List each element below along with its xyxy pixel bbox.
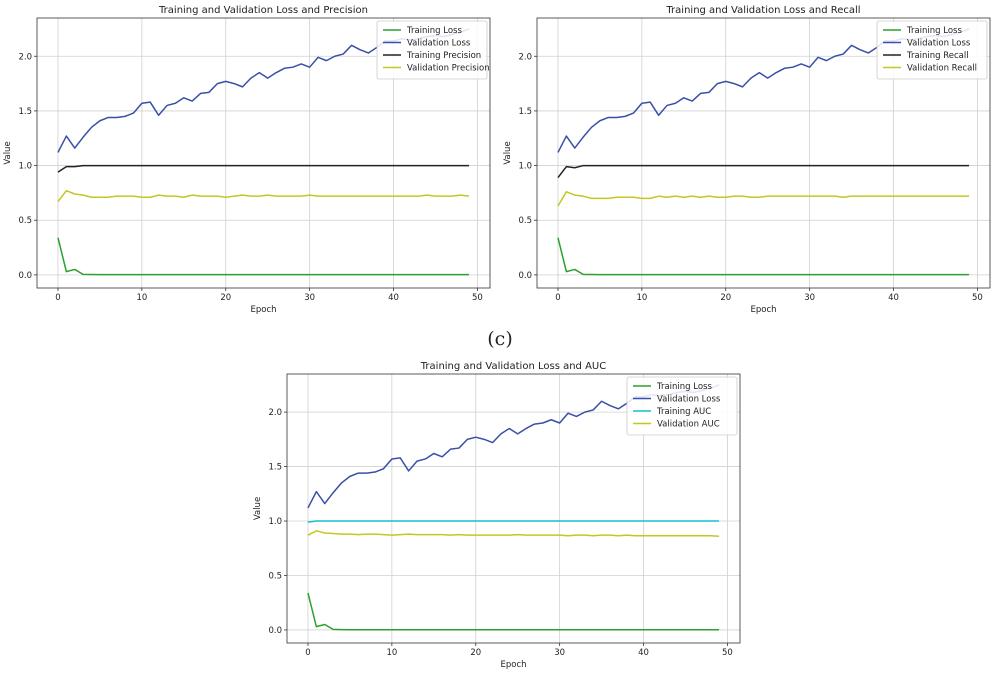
y-tick-label: 1.5: [518, 107, 532, 117]
chart-panel-recall: Training and Validation Loss and Recall 0…: [500, 0, 1000, 320]
series-line-training-recall: [557, 164, 970, 179]
plot-frame: [36, 17, 491, 289]
y-axis-label: Value: [253, 497, 263, 520]
series-line-training-loss: [57, 237, 470, 276]
legend-label: Validation Loss: [907, 39, 971, 49]
y-tick-label: 1.5: [18, 107, 32, 117]
series-line-validation-recall: [557, 191, 970, 207]
plot-frame: [536, 17, 991, 289]
chart-auc: Training and Validation Loss and AUC 0 10 2…: [253, 361, 741, 670]
legend-label: Validation AUC: [657, 420, 720, 430]
chart-title: Training and Validation Loss and Recall: [665, 5, 860, 16]
legend: Training Loss Validation Loss Training Rec…: [876, 20, 988, 80]
legend-label: Training Recall: [906, 51, 969, 61]
x-axis-label: Epoch: [500, 660, 526, 670]
x-tick-label: 0: [305, 648, 310, 658]
chart-recall: Training and Validation Loss and Recall 0…: [503, 5, 991, 315]
y-tick-label: 0.0: [518, 271, 532, 281]
y-tick-label: 0.0: [268, 626, 282, 636]
x-axis-label: Epoch: [250, 305, 276, 315]
series-line-validation-auc: [307, 530, 720, 538]
x-tick-label: 20: [220, 293, 231, 303]
legend-box: [376, 20, 488, 80]
x-tick-label: 10: [386, 648, 397, 658]
y-axis-label: Value: [3, 141, 13, 164]
chart-panel-auc: Training and Validation Loss and AUC 0 10 2…: [250, 356, 750, 675]
y-tick-label: 2.0: [18, 52, 32, 62]
chart-panel-precision: Training and Validation Loss and Precisi…: [0, 0, 500, 320]
y-tick-label: 0.0: [18, 271, 32, 281]
x-tick-label: 30: [554, 648, 565, 658]
x-tick-label: 10: [136, 293, 147, 303]
series-line-validation-precision: [57, 189, 470, 203]
x-tick-label: 10: [636, 293, 647, 303]
series-line-training-loss: [307, 592, 720, 631]
y-axis-label: Value: [503, 141, 513, 164]
chart-title: Training and Validation Loss and Precisi…: [158, 5, 368, 16]
series-line-training-precision: [57, 164, 470, 173]
x-axis-label: Epoch: [750, 305, 776, 315]
x-tick-label: 40: [638, 648, 649, 658]
x-tick-label: 20: [720, 293, 731, 303]
legend-label: Training Loss: [406, 26, 462, 36]
legend-label: Training Loss: [906, 26, 962, 36]
y-tick-label: 1.0: [268, 517, 282, 527]
x-tick-label: 50: [722, 648, 733, 658]
figure-caption: (c): [487, 328, 513, 350]
legend-box: [876, 20, 988, 80]
legend-label: Validation Loss: [657, 395, 721, 405]
plot-frame: [286, 373, 741, 644]
x-tick-label: 30: [804, 293, 815, 303]
x-tick-label: 50: [972, 293, 983, 303]
y-tick-label: 0.5: [268, 571, 282, 581]
legend-label: Validation Precision: [407, 64, 490, 74]
x-tick-label: 40: [388, 293, 399, 303]
chart-precision: Training and Validation Loss and Precisi…: [3, 5, 491, 315]
x-tick-label: 40: [888, 293, 899, 303]
series-line-training-auc: [307, 520, 720, 523]
legend-label: Training AUC: [656, 407, 711, 417]
series-line-training-loss: [557, 237, 970, 276]
legend-label: Training Loss: [656, 382, 712, 392]
legend-box: [626, 376, 738, 436]
legend-label: Validation Loss: [407, 39, 471, 49]
x-tick-label: 30: [304, 293, 315, 303]
y-tick-label: 1.0: [18, 162, 32, 172]
x-tick-label: 0: [555, 293, 560, 303]
y-tick-label: 1.0: [518, 162, 532, 172]
x-tick-label: 20: [470, 648, 481, 658]
y-tick-label: 2.0: [518, 52, 532, 62]
y-tick-label: 0.5: [518, 216, 532, 226]
chart-title: Training and Validation Loss and AUC: [420, 361, 606, 372]
y-tick-label: 1.5: [268, 463, 282, 473]
y-tick-label: 2.0: [268, 408, 282, 418]
x-tick-label: 50: [472, 293, 483, 303]
legend: Training Loss Validation Loss Training Pre…: [376, 20, 490, 80]
y-tick-label: 0.5: [18, 216, 32, 226]
legend-label: Training Precision: [406, 51, 481, 61]
x-tick-label: 0: [55, 293, 60, 303]
legend: Training Loss Validation Loss Training AUC…: [626, 376, 738, 436]
legend-label: Validation Recall: [907, 64, 977, 74]
